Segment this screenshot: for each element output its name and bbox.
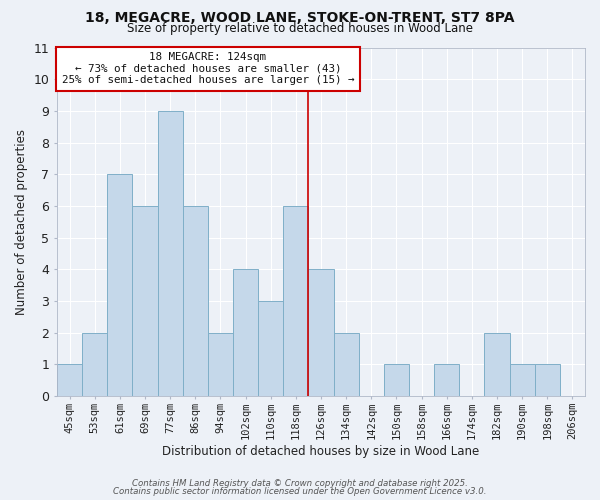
Bar (434, 364, 460, 396)
Text: Contains HM Land Registry data © Crown copyright and database right 2025.: Contains HM Land Registry data © Crown c… (132, 478, 468, 488)
Bar (82, 332, 107, 396)
Text: 18 MEGACRE: 124sqm
← 73% of detached houses are smaller (43)
25% of semi-detache: 18 MEGACRE: 124sqm ← 73% of detached hou… (62, 52, 354, 86)
Bar (283, 206, 308, 396)
Text: 18, MEGACRE, WOOD LANE, STOKE-ON-TRENT, ST7 8PA: 18, MEGACRE, WOOD LANE, STOKE-ON-TRENT, … (85, 11, 515, 25)
Bar (57, 364, 82, 396)
Bar (535, 364, 560, 396)
Text: Contains public sector information licensed under the Open Government Licence v3: Contains public sector information licen… (113, 487, 487, 496)
Y-axis label: Number of detached properties: Number of detached properties (15, 128, 28, 314)
Bar (158, 111, 183, 396)
Bar (334, 332, 359, 396)
X-axis label: Distribution of detached houses by size in Wood Lane: Distribution of detached houses by size … (163, 444, 479, 458)
Text: Size of property relative to detached houses in Wood Lane: Size of property relative to detached ho… (127, 22, 473, 35)
Bar (484, 332, 509, 396)
Bar (509, 364, 535, 396)
Bar (308, 269, 334, 396)
Bar (133, 206, 158, 396)
Bar (208, 332, 233, 396)
Bar (258, 301, 283, 396)
Bar (384, 364, 409, 396)
Bar (183, 206, 208, 396)
Bar (107, 174, 133, 396)
Bar (233, 269, 258, 396)
